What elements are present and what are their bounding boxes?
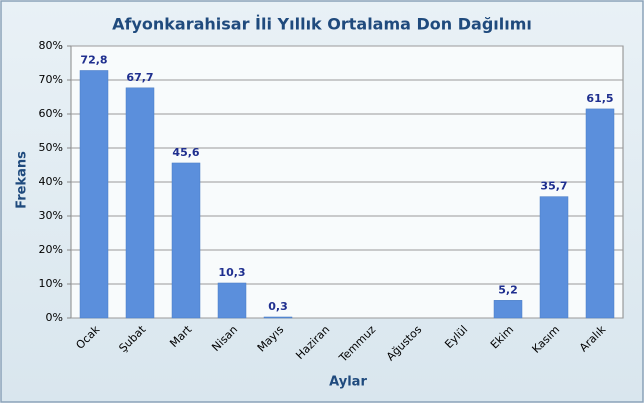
value-label: 72,8 xyxy=(80,53,107,66)
value-label: 45,6 xyxy=(172,146,199,159)
y-tick-label: 10% xyxy=(39,277,63,290)
y-tick-label: 0% xyxy=(46,311,63,324)
x-axis-label: Aylar xyxy=(329,375,367,390)
value-label: 10,3 xyxy=(218,266,245,279)
bar xyxy=(125,87,155,319)
bar xyxy=(79,70,109,319)
value-label: 0,3 xyxy=(268,300,288,313)
value-label: 5,2 xyxy=(498,283,518,296)
chart-title: Afyonkarahisar İli Yıllık Ortalama Don D… xyxy=(112,15,532,34)
y-tick-label: 80% xyxy=(39,39,63,52)
y-tick-label: 40% xyxy=(39,175,63,188)
bar xyxy=(493,300,523,319)
value-label: 61,5 xyxy=(586,92,613,105)
bar xyxy=(171,162,201,319)
bar xyxy=(585,108,615,319)
y-tick-label: 60% xyxy=(39,107,63,120)
y-tick-label: 30% xyxy=(39,209,63,222)
y-tick-label: 20% xyxy=(39,243,63,256)
bar xyxy=(539,196,569,319)
y-axis-label: Frekans xyxy=(15,151,30,209)
bar xyxy=(263,316,293,319)
y-tick-label: 70% xyxy=(39,73,63,86)
y-tick-label: 50% xyxy=(39,141,63,154)
value-label: 35,7 xyxy=(540,180,567,193)
bar xyxy=(217,282,247,319)
value-label: 67,7 xyxy=(126,71,153,84)
